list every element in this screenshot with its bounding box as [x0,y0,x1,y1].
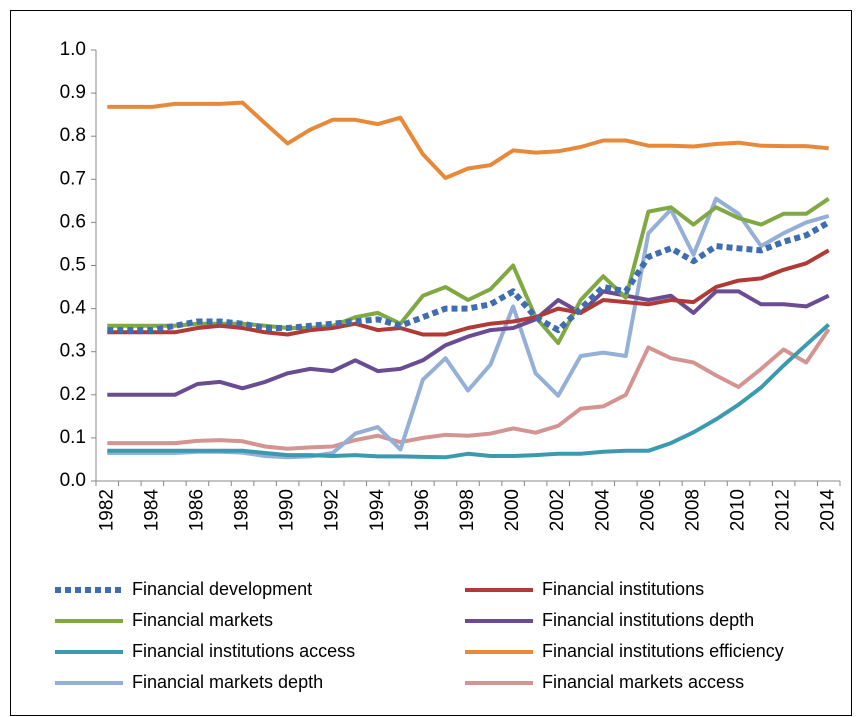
y-tick-label: 0.4 [60,298,87,319]
x-tick-label: 1998 [457,489,478,531]
series-line [107,248,830,337]
x-tick-label: 1994 [367,489,388,532]
legend-label: Financial markets access [542,672,744,692]
series-line [107,289,830,397]
x-tick-label: 2012 [773,489,794,531]
legend-label: Financial institutions depth [542,610,754,630]
x-tick-label: 2014 [818,489,839,532]
x-tick-label: 2008 [682,489,703,531]
legend-label: Financial institutions efficiency [542,641,784,661]
y-tick-label: 0.0 [60,470,86,491]
x-tick-label: 1996 [412,489,433,531]
x-tick-label: 2004 [592,489,613,532]
legend-label: Financial institutions access [132,641,355,661]
x-tick-label: 1988 [232,489,253,531]
frame [10,10,852,716]
series-line [107,219,831,334]
legend-label: Financial markets depth [132,672,323,692]
legend-label: Financial development [132,579,312,599]
series-line [107,328,831,451]
y-tick-label: 0.1 [60,427,86,448]
y-tick-label: 0.3 [60,341,86,362]
x-tick-label: 2000 [502,489,523,531]
x-tick-label: 1986 [186,489,207,531]
x-tick-label: 1990 [277,489,298,531]
series-line [107,323,831,460]
y-tick-label: 0.7 [60,168,86,189]
series-line [107,100,829,180]
x-tick-label: 1992 [322,489,343,531]
x-tick-label: 2002 [547,489,568,531]
y-tick-label: 0.5 [60,255,86,276]
x-tick-label: 2010 [728,489,749,531]
y-tick-label: 0.6 [60,211,86,232]
x-tick-label: 1982 [96,489,117,531]
y-tick-label: 0.2 [60,384,86,405]
legend-label: Financial markets [132,610,273,630]
y-tick-label: 0.9 [60,82,86,103]
y-tick-label: 0.8 [60,125,86,146]
series-line [107,197,830,346]
x-tick-label: 2006 [637,489,658,531]
legend-label: Financial institutions [542,579,704,599]
y-tick-label: 1.0 [60,39,86,60]
x-tick-label: 1984 [141,489,162,532]
